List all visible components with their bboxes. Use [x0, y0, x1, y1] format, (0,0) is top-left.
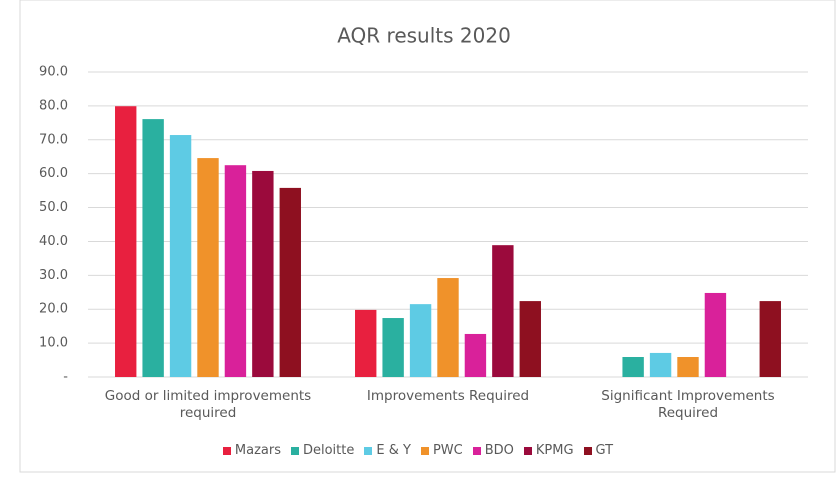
legend: Mazars Deloitte E & Y PWC BDO KPMG GT [0, 443, 836, 458]
legend-swatch [364, 446, 373, 455]
legend-item: E & Y [364, 443, 411, 458]
bar [169, 135, 192, 377]
legend-item: BDO [472, 443, 514, 458]
legend-label: E & Y [376, 443, 411, 458]
legend-swatch [472, 446, 481, 455]
legend-label: PWC [432, 443, 463, 458]
bar [622, 357, 644, 377]
legend-item: Mazars [222, 443, 281, 458]
bar [677, 357, 699, 377]
bar [115, 106, 137, 377]
legend-item: Deloitte [290, 443, 355, 458]
x-tick-label: Improvements Required [366, 388, 530, 404]
bar [409, 304, 432, 377]
legend-swatch [420, 446, 429, 455]
bar [519, 301, 541, 377]
legend-label: Deloitte [302, 443, 355, 458]
legend-label: KPMG [535, 443, 574, 458]
bar [464, 333, 487, 377]
bar [142, 119, 164, 377]
y-tick-label: 20.0 [39, 302, 68, 317]
legend-label: Mazars [234, 443, 281, 458]
legend-swatch [222, 446, 231, 455]
legend-swatch [523, 446, 532, 455]
legend-item: GT [583, 443, 614, 458]
chart-title: AQR results 2020 [337, 24, 511, 48]
y-tick-label: 80.0 [39, 98, 68, 113]
legend-label: BDO [484, 443, 514, 458]
y-tick-label: 50.0 [39, 200, 68, 215]
bar [759, 301, 781, 377]
x-tick-label: Good or limited improvements required [104, 388, 312, 421]
bar [224, 165, 247, 377]
y-tick-label: 30.0 [39, 268, 68, 283]
y-tick-label: 10.0 [39, 336, 68, 351]
y-tick-label: 70.0 [39, 132, 68, 147]
bar [382, 318, 404, 377]
y-tick-label: 90.0 [39, 65, 68, 80]
legend-label: GT [595, 443, 614, 458]
bar [649, 352, 672, 377]
legend-swatch [290, 446, 299, 455]
y-tick-label: 40.0 [39, 234, 68, 249]
bar [279, 187, 301, 377]
y-tick-label: 60.0 [39, 166, 68, 181]
legend-item: KPMG [523, 443, 574, 458]
bar [492, 245, 514, 377]
bar [437, 278, 459, 377]
bar [704, 292, 727, 377]
bar [355, 309, 377, 377]
legend-item: PWC [420, 443, 463, 458]
bar [197, 158, 219, 377]
y-tick-label: - [63, 370, 68, 385]
legend-swatch [583, 446, 592, 455]
bar [252, 170, 274, 377]
x-tick-label: Significant Improvements Required [601, 388, 775, 421]
